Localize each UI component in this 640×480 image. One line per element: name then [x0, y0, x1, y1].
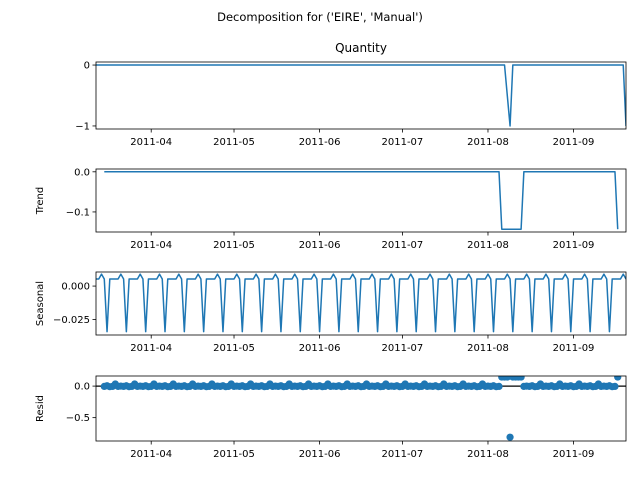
observed-line [96, 64, 626, 127]
seasonal-ytick-label: −0.025 [53, 315, 90, 326]
seasonal-axes-frame [95, 271, 627, 336]
resid-point [503, 376, 511, 381]
observed-xtick-label: 2011-07 [382, 137, 424, 148]
trend-ytick-label: 0.0 [74, 167, 90, 178]
observed-xtick-label: 2011-04 [130, 137, 172, 148]
seasonal-line [96, 273, 626, 333]
resid-series [96, 376, 626, 441]
observed-panel-title: Quantity [335, 41, 387, 55]
observed-xtick-label: 2011-05 [213, 137, 255, 148]
resid-point [614, 376, 622, 381]
panel-resid: 0.0 −0.5 2011-04 2011-05 2011-06 2011-07 2011-… [35, 375, 627, 460]
seasonal-ytick-label: 0.000 [61, 282, 90, 293]
seasonal-xtick-label: 2011-09 [553, 343, 595, 354]
resid-point [495, 382, 503, 391]
trend-xtick-label: 2011-05 [213, 240, 255, 251]
resid-xtick-label: 2011-05 [213, 449, 255, 460]
resid-xtick-label: 2011-04 [130, 449, 172, 460]
panel-observed: 0 −1 2011-04 2011-05 2011-06 2011-07 2011-08 20… [75, 41, 627, 148]
observed-xtick-label: 2011-06 [299, 137, 341, 148]
resid-xtick-label: 2011-07 [382, 449, 424, 460]
resid-ylabel: Resid [35, 395, 46, 422]
resid-point [611, 382, 619, 391]
observed-ytick-label: 0 [84, 61, 90, 72]
seasonal-xtick-label: 2011-06 [299, 343, 341, 354]
observed-axes-frame [95, 61, 627, 130]
trend-xtick-label: 2011-04 [130, 240, 172, 251]
resid-ytick-label: −0.5 [66, 413, 90, 424]
trend-ylabel: Trend [35, 187, 46, 215]
trend-xtick-label: 2011-09 [553, 240, 595, 251]
panel-trend: 0.0 −0.1 2011-04 2011-05 2011-06 2011-07 2011-… [35, 167, 627, 251]
trend-line [104, 171, 619, 230]
seasonal-xtick-label: 2011-05 [213, 343, 255, 354]
seasonal-series [96, 273, 626, 333]
observed-xtick-label: 2011-08 [467, 137, 509, 148]
trend-xtick-label: 2011-08 [467, 240, 509, 251]
observed-xtick-label: 2011-09 [553, 137, 595, 148]
resid-point [517, 376, 525, 381]
trend-xtick-label: 2011-06 [299, 240, 341, 251]
resid-axes-frame [95, 375, 627, 442]
seasonal-ylabel: Seasonal [35, 281, 46, 326]
resid-ytick-label: 0.0 [74, 382, 90, 393]
seasonal-xtick-label: 2011-04 [130, 343, 172, 354]
trend-axes-frame [95, 168, 627, 233]
resid-xtick-label: 2011-08 [467, 449, 509, 460]
seasonal-xtick-label: 2011-08 [467, 343, 509, 354]
seasonal-xtick-label: 2011-07 [382, 343, 424, 354]
observed-series [96, 64, 626, 127]
trend-xtick-label: 2011-07 [382, 240, 424, 251]
panel-seasonal: 0.000 −0.025 2011-04 2011-05 2011-06 2011-07 2… [35, 271, 627, 354]
figure-suptitle: Decomposition for ('EIRE', 'Manual') [217, 10, 423, 24]
decomposition-panels: 0 −1 2011-04 2011-05 2011-06 2011-07 2011-08 20… [35, 41, 627, 460]
resid-xtick-label: 2011-09 [553, 449, 595, 460]
trend-series [104, 171, 619, 230]
resid-point [506, 433, 514, 441]
trend-ytick-label: −0.1 [66, 207, 90, 218]
resid-xtick-label: 2011-06 [299, 449, 341, 460]
observed-ytick-label: −1 [75, 121, 90, 132]
